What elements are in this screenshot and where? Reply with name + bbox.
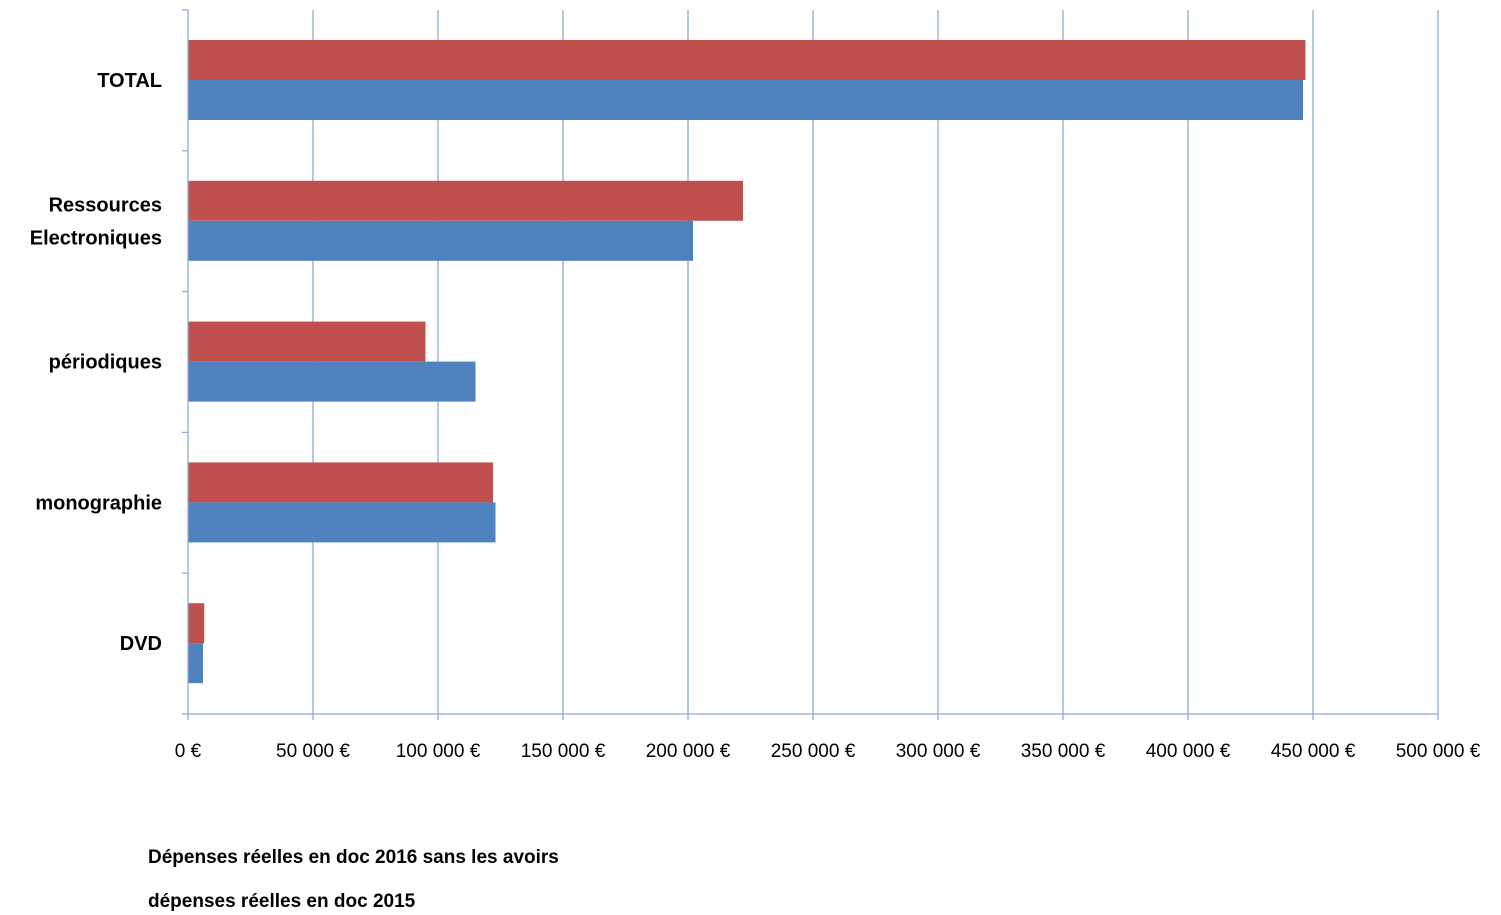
x-tick-label-0: 0 € [175, 741, 202, 762]
x-tick-label-10: 500 000 € [1396, 741, 1481, 762]
category-label-1-line-0: Ressources [49, 194, 162, 216]
x-tick-label-5: 250 000 € [771, 741, 856, 762]
gridlines [312, 10, 1439, 714]
legend-entry-2015: dépenses réelles en doc 2015 [148, 891, 416, 912]
bar-2016-3 [188, 462, 493, 503]
category-label-4: DVD [120, 633, 162, 655]
bar-2015-0 [188, 80, 1303, 120]
x-tick-label-3: 150 000 € [521, 741, 606, 762]
bar-2016-0 [188, 40, 1306, 80]
x-tick-label-9: 450 000 € [1271, 741, 1356, 762]
bars [188, 40, 1306, 684]
x-tick-labels: 0 € 50 000 € 100 000 € 150 000 € 200 000 € 25… [175, 741, 1481, 762]
bar-2016-4 [188, 603, 205, 644]
x-tick-label-8: 400 000 € [1146, 741, 1231, 762]
category-labels: TOTAL Ressources Electroniques périodiques m… [30, 70, 162, 655]
x-tick-label-7: 350 000 € [1021, 741, 1106, 762]
x-tick-label-4: 200 000 € [646, 741, 731, 762]
axes [182, 9, 1439, 720]
bar-2016-1 [188, 180, 743, 221]
bar-2015-2 [188, 361, 476, 402]
x-tick-label-6: 300 000 € [896, 741, 981, 762]
category-label-1-line-1: Electroniques [30, 227, 162, 249]
bar-2015-4 [188, 643, 203, 684]
category-label-3: monographie [35, 492, 162, 514]
bar-2016-2 [188, 321, 426, 362]
category-label-2: périodiques [49, 352, 162, 374]
category-label-0: TOTAL [97, 70, 162, 92]
bar-2015-1 [188, 220, 693, 261]
bar-chart: TOTAL Ressources Electroniques périodiques m… [30, 9, 1481, 762]
x-tick-label-2: 100 000 € [396, 741, 481, 762]
x-tick-label-1: 50 000 € [276, 741, 350, 762]
bar-2015-3 [188, 502, 496, 543]
legend-entry-2016: Dépenses réelles en doc 2016 sans les av… [148, 847, 559, 868]
